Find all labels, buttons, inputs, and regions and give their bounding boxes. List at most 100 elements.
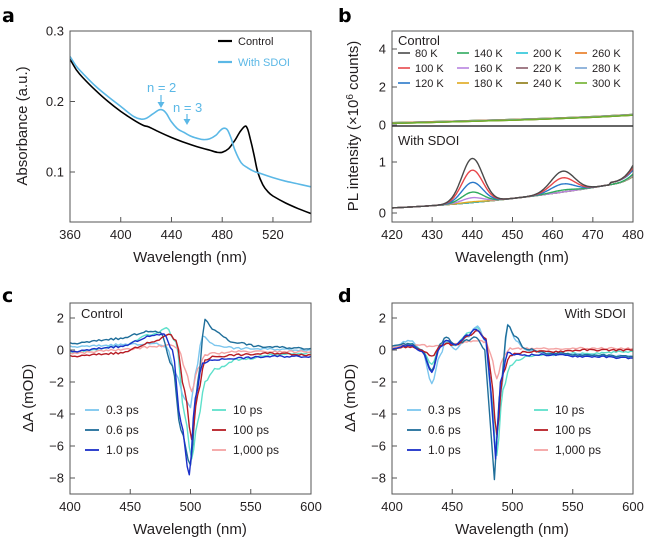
- panel-b-pl-intensity: 420 430 440 450 460 470 480 0 2 4 0 1 Control With…: [345, 30, 644, 266]
- legend-label: 200 K: [533, 48, 562, 60]
- x-tick-label: 450: [502, 227, 524, 242]
- x-tick-label: 600: [300, 499, 322, 514]
- legend-label: 160 K: [474, 63, 503, 75]
- panel-c-transient-absorption-control: 400 450 500 550 600 2 0 −2 −4 −6 −8 Control 0.3 p…: [20, 302, 322, 538]
- y-tick-label: 0: [379, 206, 386, 221]
- panel-a-y-axis-title: Absorbance (a.u.): [14, 66, 31, 185]
- x-tick-label: 430: [421, 227, 443, 242]
- control-line-300k: [392, 114, 633, 125]
- legend-label: 260 K: [592, 48, 621, 60]
- legend-label: 0.6 ps: [106, 423, 139, 437]
- y-tick-label: 0.1: [46, 165, 64, 180]
- panel-label-b: b: [338, 5, 352, 27]
- y-tick-label: 0.3: [46, 24, 64, 39]
- panel-label-d: d: [338, 285, 352, 307]
- panel-label-a: a: [2, 5, 15, 27]
- y-tick-label: 0: [379, 343, 386, 358]
- y-tick-label: −4: [371, 407, 386, 422]
- sdoi-line-200k: [392, 175, 633, 209]
- legend-label: 300 K: [592, 78, 621, 90]
- x-tick-label: 460: [542, 227, 564, 242]
- y-tick-label: 0: [57, 343, 64, 358]
- legend-label: 0.3 ps: [106, 403, 139, 417]
- x-tick-label: 480: [211, 227, 233, 242]
- panel-b-sdoi-label: With SDOI: [398, 133, 459, 148]
- panel-c-legend: 0.3 ps 0.6 ps 1.0 ps 10 ps 100 ps 1,000 ps: [85, 403, 279, 457]
- x-tick-label: 400: [59, 499, 81, 514]
- annotation-n2: n = 2: [147, 80, 176, 95]
- x-tick-label: 480: [622, 227, 644, 242]
- y-tick-label: 4: [379, 42, 386, 57]
- panel-c-series: [70, 318, 311, 476]
- legend-label: 0.6 ps: [428, 423, 461, 437]
- x-tick-label: 470: [582, 227, 604, 242]
- y-tick-label: 0.2: [46, 94, 64, 109]
- panel-b-legend: 80 K 100 K 120 K 140 K 160 K 180 K 200 K 220 K 2…: [398, 48, 621, 90]
- panel-b-series: [392, 113, 633, 209]
- arrow-down-icon: [183, 119, 191, 125]
- y-tick-label: 2: [379, 311, 386, 326]
- legend-label: 1.0 ps: [106, 443, 139, 457]
- series-line-10ps: [392, 327, 633, 457]
- legend-label: 240 K: [533, 78, 562, 90]
- y-tick-label: 2: [57, 311, 64, 326]
- legend-label: 220 K: [533, 63, 562, 75]
- x-tick-label: 440: [161, 227, 183, 242]
- y-tick-label: 0: [379, 118, 386, 133]
- series-line-control: [70, 58, 311, 215]
- y-tick-label: −6: [371, 439, 386, 454]
- series-line-1p0ps: [392, 328, 633, 460]
- sdoi-line-180k: [392, 175, 633, 209]
- sdoi-line-280k: [392, 175, 633, 209]
- panel-c-inset-label: Control: [81, 306, 123, 321]
- legend-label: 100 K: [415, 63, 444, 75]
- legend-label: 10 ps: [233, 403, 262, 417]
- panel-label-c: c: [2, 285, 13, 307]
- legend-label: 1,000 ps: [555, 443, 601, 457]
- series-line-0p3ps: [70, 335, 311, 409]
- x-tick-label: 360: [59, 227, 81, 242]
- panel-c-y-axis-title: ΔA (mOD): [20, 364, 37, 432]
- legend-label: 10 ps: [555, 403, 584, 417]
- sdoi-line-160k: [392, 174, 633, 209]
- sdoi-line-80k: [392, 157, 633, 209]
- legend-label: 100 ps: [233, 423, 269, 437]
- panel-b-control-series: [392, 113, 633, 125]
- x-tick-label: 420: [381, 227, 403, 242]
- series-line-1000ps: [70, 343, 311, 393]
- y-tick-label: −6: [49, 439, 64, 454]
- panel-c-x-axis-title: Wavelength (nm): [133, 521, 247, 538]
- series-line-with-sdoi: [70, 55, 311, 188]
- legend-label: 100 ps: [555, 423, 591, 437]
- x-tick-label: 450: [441, 499, 463, 514]
- legend-label: 0.3 ps: [428, 403, 461, 417]
- panel-d-y-ticks: 2 0 −2 −4 −6 −8: [371, 311, 397, 486]
- legend-label: 280 K: [592, 63, 621, 75]
- sdoi-line-120k: [392, 169, 633, 209]
- panel-b-control-label: Control: [398, 33, 440, 48]
- sdoi-line-240k: [392, 175, 633, 209]
- legend-label-control: Control: [238, 36, 273, 48]
- panel-d-x-axis-title: Wavelength (nm): [455, 521, 569, 538]
- y-tick-label: −2: [371, 375, 386, 390]
- panel-b-x-axis-title: Wavelength (nm): [455, 249, 569, 266]
- series-line-1p0ps: [70, 333, 311, 476]
- legend-label: 140 K: [474, 48, 503, 60]
- legend-label: 1,000 ps: [233, 443, 279, 457]
- panel-a-series: [70, 55, 311, 215]
- panel-b-x-ticks: 420 430 440 450 460 470 480: [381, 217, 644, 242]
- series-line-0p6ps: [392, 324, 633, 481]
- y-tick-label: −2: [49, 375, 64, 390]
- x-tick-label: 500: [502, 499, 524, 514]
- panel-b-y-axis-title: PL intensity (×106 counts): [345, 41, 362, 212]
- panel-d-y-axis-title: ΔA (mOD): [342, 364, 359, 432]
- panel-a-x-ticks: 360 400 440 480 520: [59, 217, 284, 242]
- legend-label-with-sdoi: With SDOI: [238, 57, 290, 69]
- panel-d-series: [392, 323, 633, 481]
- pl-title-suffix: counts): [345, 41, 362, 94]
- panel-b-sdoi-series: [392, 157, 633, 209]
- panel-c-x-ticks: 400 450 500 550 600: [59, 489, 322, 514]
- x-tick-label: 450: [119, 499, 141, 514]
- sdoi-line-300k: [392, 175, 633, 209]
